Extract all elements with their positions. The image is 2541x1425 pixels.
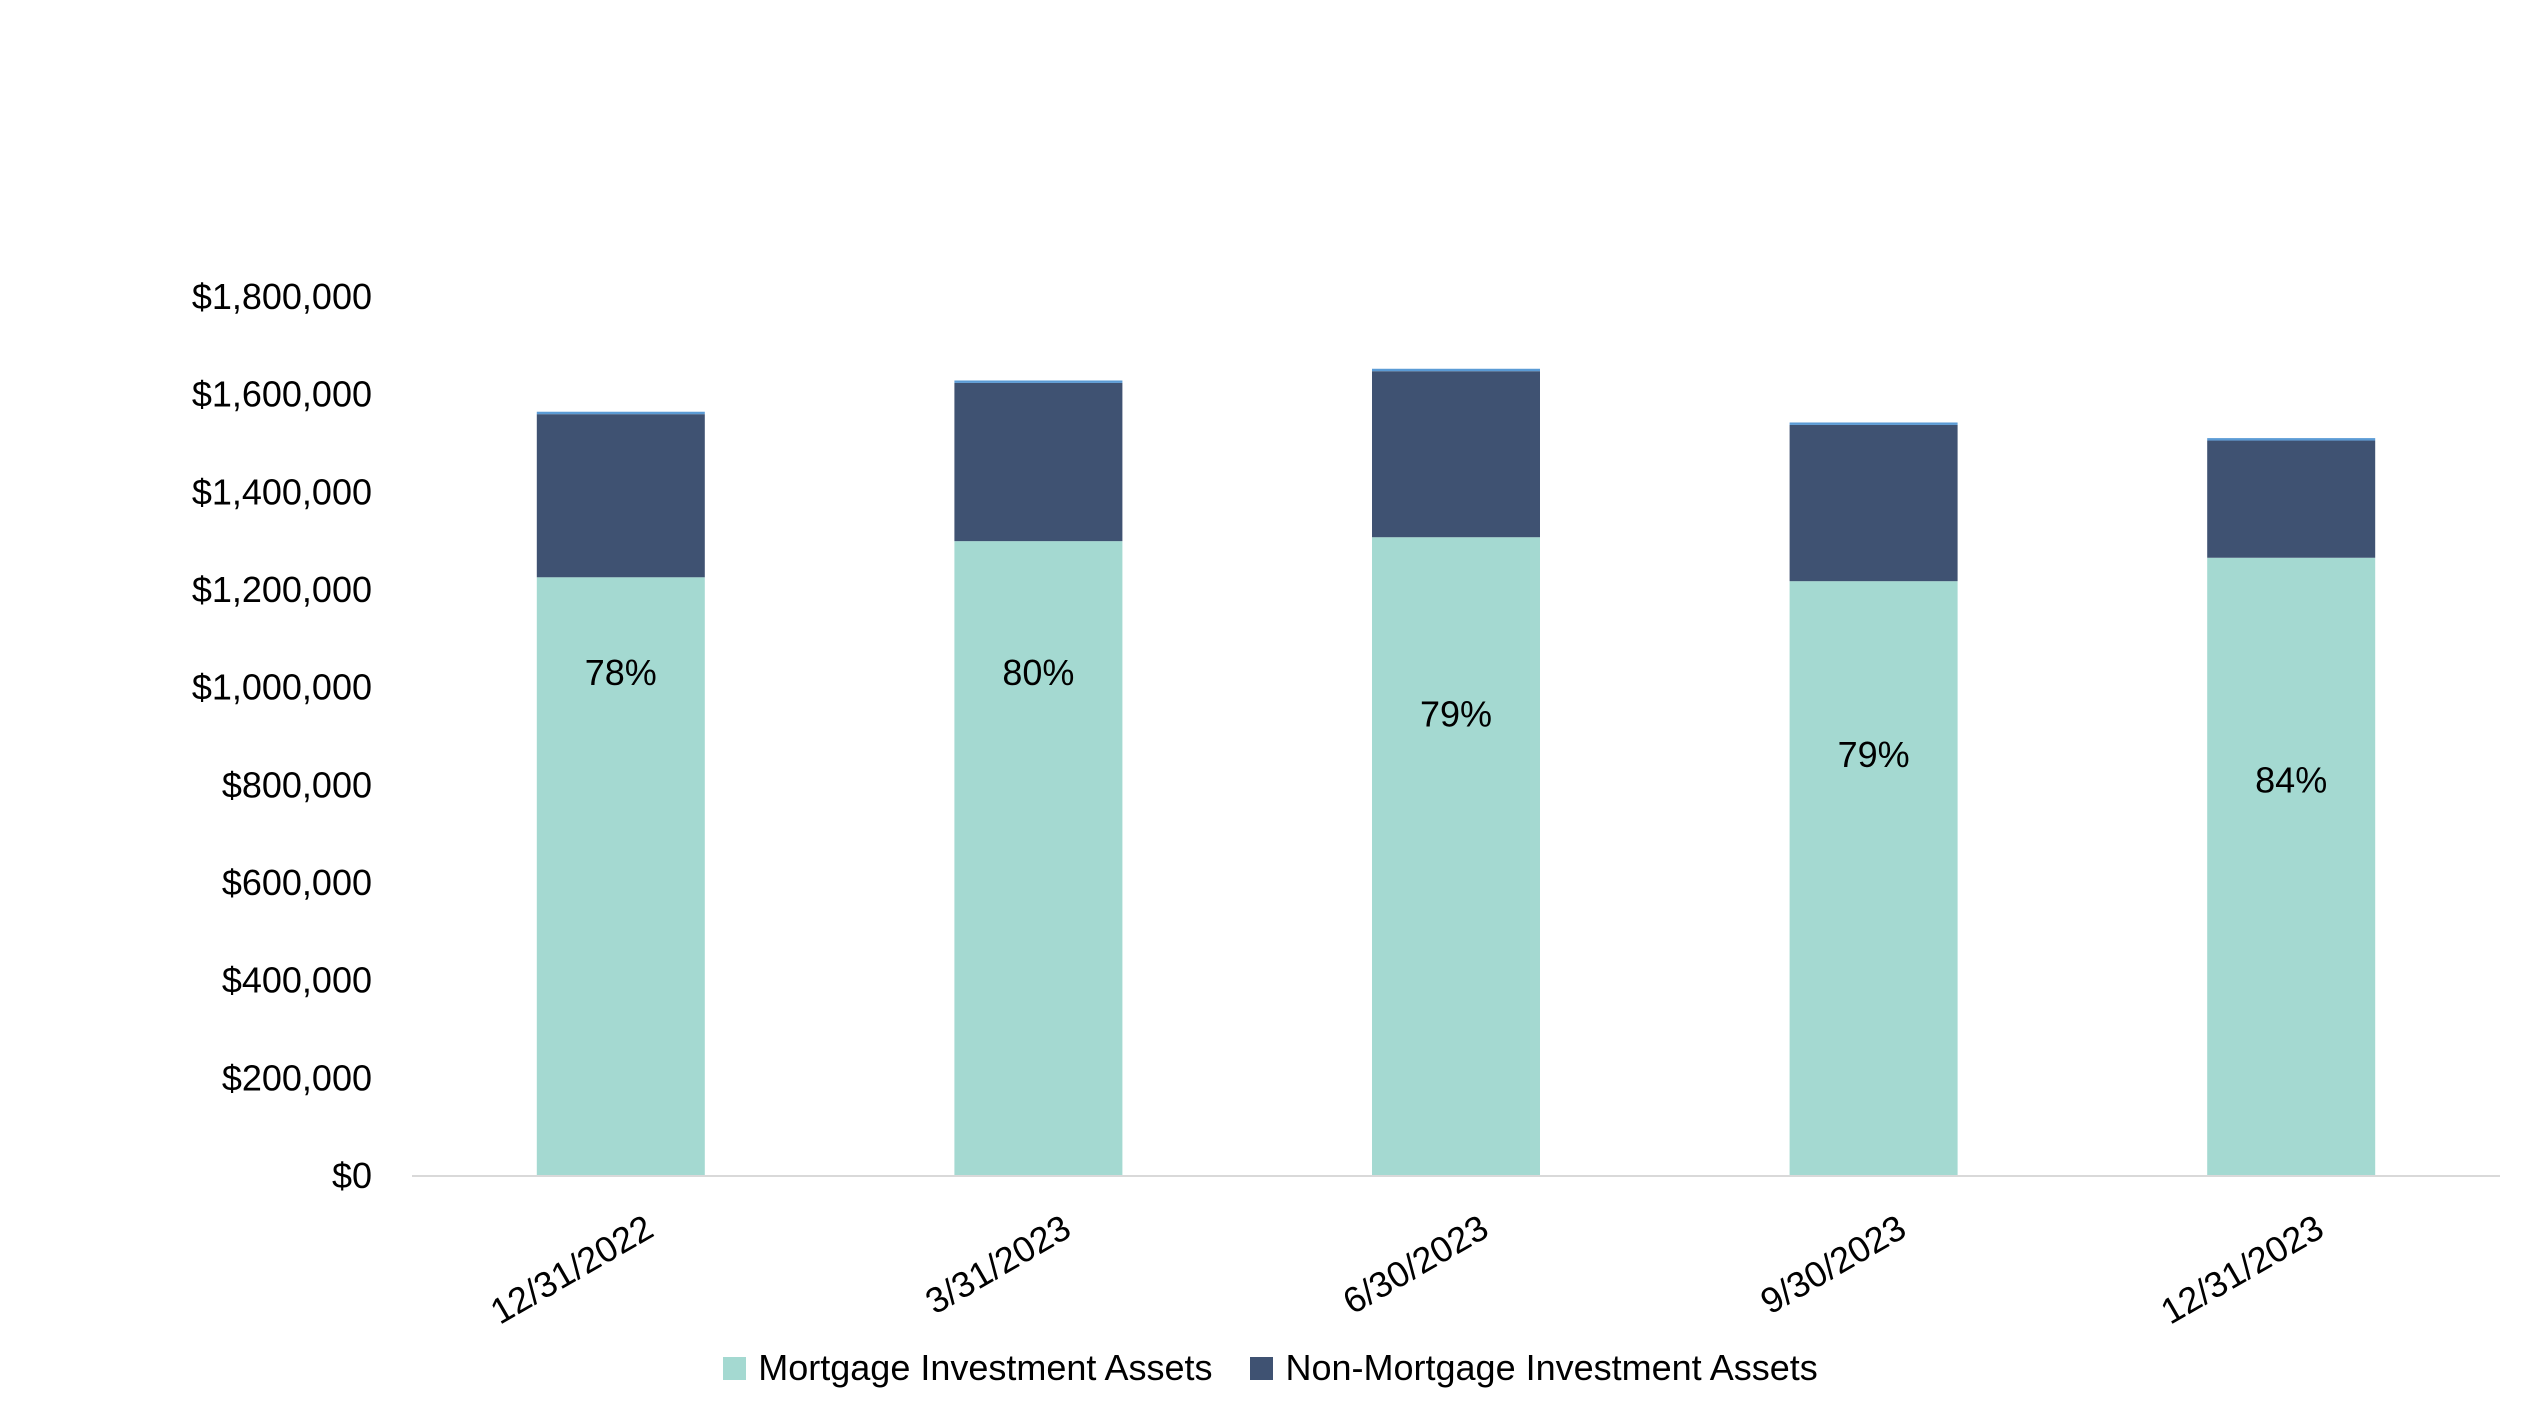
data-label: 80% [1002,652,1074,693]
y-tick-label: $400,000 [222,960,372,1001]
bar-segment-series-0 [1372,537,1540,1175]
bar-segment-series-0 [1789,581,1958,1175]
y-tick-label: $200,000 [222,1057,372,1098]
bars-group [536,368,2376,1175]
data-labels-group: 78% 80% 79% 79% 84% [585,652,2327,800]
y-tick-label: $1,200,000 [192,569,372,610]
x-tick-label: 3/31/2023 [918,1206,1077,1322]
y-tick-label: $0 [332,1155,372,1196]
x-tick-label: 12/31/2023 [2154,1206,2331,1332]
bar-segment-series-1 [2207,440,2376,558]
x-tick-label: 12/31/2022 [483,1206,660,1332]
y-tick-label: $600,000 [222,862,372,903]
bar-segment-series-2 [536,411,705,415]
bar-segment-series-0 [2207,557,2376,1175]
y-tick-label: $1,000,000 [192,667,372,708]
bar-segment-series-2 [1372,368,1540,372]
bar-segment-series-0 [954,541,1123,1175]
bar-segment-series-1 [1789,424,1958,582]
y-tick-label: $1,800,000 [192,276,372,317]
legend-item-non-mortgage: Non-Mortgage Investment Assets [1250,1347,1818,1389]
x-axis: 12/31/2022 3/31/2023 6/30/2023 9/30/2023 12/… [483,1206,2330,1332]
bar-segment-series-1 [1372,371,1540,538]
legend-label-mortgage: Mortgage Investment Assets [758,1347,1213,1388]
y-tick-label: $1,400,000 [192,471,372,512]
y-axis: $0 $200,000 $400,000 $600,000 $800,000 $1,000… [192,276,372,1196]
legend: Mortgage Investment Assets Non-Mortgage … [0,1338,2541,1398]
data-label: 84% [2255,759,2327,800]
bar-segment-series-1 [954,382,1123,542]
data-label: 79% [1420,694,1492,735]
y-tick-label: $800,000 [222,764,372,805]
x-tick-label: 9/30/2023 [1753,1206,1912,1322]
bar-segment-series-2 [954,380,1123,383]
legend-label-non-mortgage: Non-Mortgage Investment Assets [1285,1347,1818,1388]
x-tick-label: 6/30/2023 [1336,1206,1495,1322]
bar-segment-series-0 [536,577,705,1175]
y-tick-label: $1,600,000 [192,374,372,415]
bar-segment-series-2 [2207,438,2376,441]
bar-segment-series-2 [1789,422,1958,425]
data-label: 79% [1838,734,1910,775]
legend-swatch-non-mortgage [1250,1356,1274,1380]
legend-swatch-mortgage [723,1356,747,1380]
data-label: 78% [585,652,657,693]
legend-item-mortgage: Mortgage Investment Assets [723,1347,1212,1389]
bar-segment-series-1 [536,414,705,578]
